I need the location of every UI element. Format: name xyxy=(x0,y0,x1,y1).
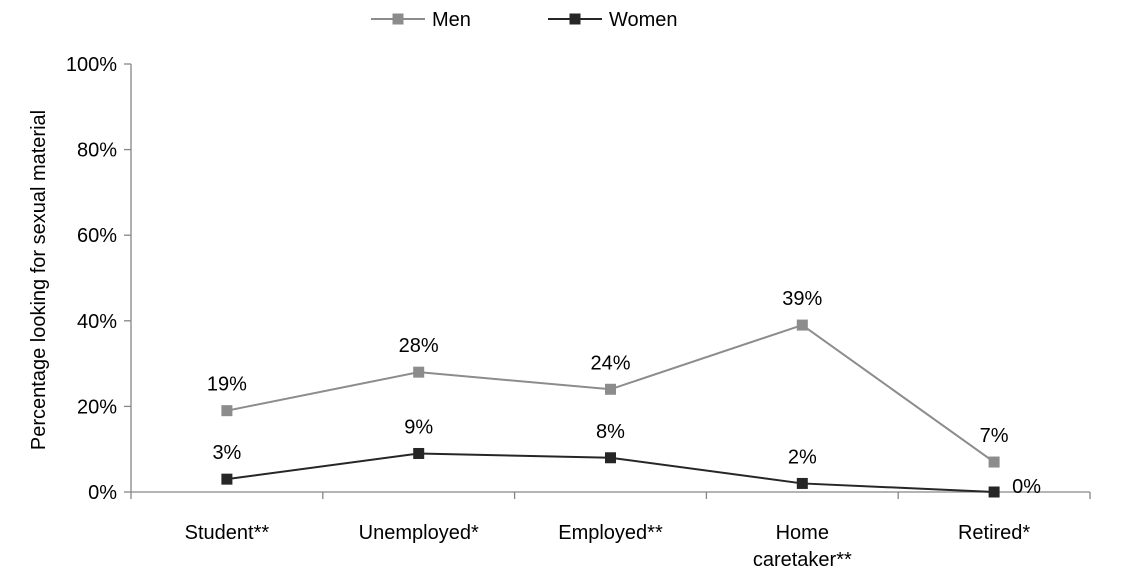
x-tick-label: Home caretaker** xyxy=(753,522,852,571)
data-point xyxy=(221,473,233,485)
data-point xyxy=(221,405,233,417)
y-tick-label: 100% xyxy=(66,54,117,76)
x-tick-label-line: caretaker** xyxy=(753,549,852,571)
data-label: 9% xyxy=(404,416,433,438)
data-label: 19% xyxy=(207,374,247,396)
legend: Men Women xyxy=(371,9,678,31)
series-layer: 19% 28% 24% 39% 7% 3% 9% 8% 2% 0% xyxy=(207,288,1041,498)
data-label: 0% xyxy=(1012,476,1041,498)
x-tick-label: Retired* xyxy=(958,522,1030,544)
legend-label: Men xyxy=(432,9,471,31)
x-tick-label: Unemployed* xyxy=(359,522,479,544)
data-point xyxy=(988,456,1000,468)
series-men: 19% 28% 24% 39% 7% xyxy=(207,288,1009,468)
x-tick-label-line: Employed** xyxy=(558,522,663,544)
axes: 0% 20% 40% 60% 80% 100% Student** Unemployed* Em… xyxy=(66,54,1091,571)
y-tick-label: 40% xyxy=(77,311,117,333)
x-tick-label-line: Home xyxy=(776,522,829,544)
data-point xyxy=(413,447,425,459)
y-tick-label: 60% xyxy=(77,225,117,247)
data-label: 8% xyxy=(596,421,625,443)
x-tick-label-line: Student** xyxy=(185,522,270,544)
x-tick-label: Employed** xyxy=(558,522,663,544)
legend-item-men: Men xyxy=(371,9,471,31)
x-tick-label: Student** xyxy=(185,522,270,544)
legend-label: Women xyxy=(609,9,678,31)
data-label: 24% xyxy=(590,352,630,374)
data-point xyxy=(796,319,808,331)
data-label: 2% xyxy=(788,446,817,468)
data-point xyxy=(796,477,808,489)
y-tick-label: 80% xyxy=(77,140,117,162)
data-label: 3% xyxy=(212,442,241,464)
y-tick-label: 0% xyxy=(88,482,117,504)
x-tick-label-line: Unemployed* xyxy=(359,522,479,544)
legend-marker xyxy=(569,13,581,25)
y-tick-label: 20% xyxy=(77,396,117,418)
data-label: 28% xyxy=(399,335,439,357)
x-tick-label-line: Retired* xyxy=(958,522,1030,544)
legend-marker xyxy=(392,13,404,25)
legend-item-women: Women xyxy=(548,9,678,31)
data-point xyxy=(605,383,616,395)
data-label: 7% xyxy=(980,425,1009,447)
data-point xyxy=(605,452,616,464)
data-point xyxy=(413,366,425,378)
series-women: 3% 9% 8% 2% 0% xyxy=(212,416,1041,498)
data-label: 39% xyxy=(782,288,822,310)
data-point xyxy=(988,486,1000,498)
y-axis-label: Percentage looking for sexual material xyxy=(28,110,50,450)
